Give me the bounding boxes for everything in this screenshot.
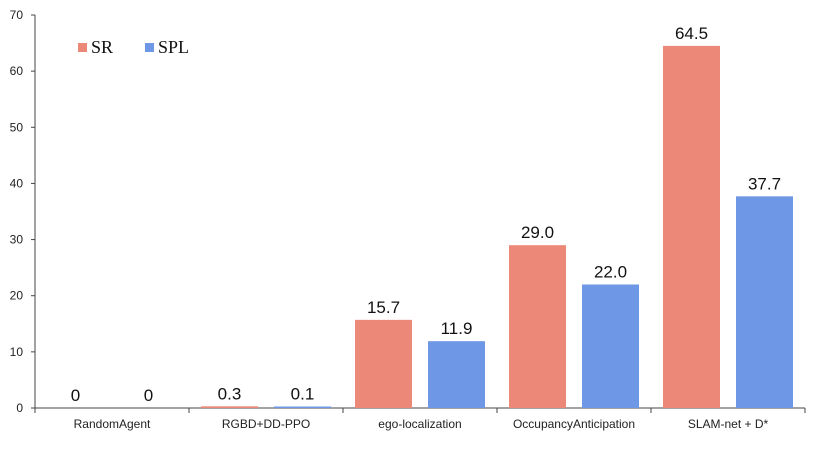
y-tick-label: 30 (10, 233, 24, 247)
bar-sr (201, 406, 258, 408)
y-tick-label: 20 (10, 289, 24, 303)
data-label: 64.5 (675, 24, 708, 43)
x-category-label: RandomAgent (74, 417, 151, 431)
bar-sr (663, 45, 720, 408)
data-label: 0 (144, 386, 153, 405)
y-tick-label: 0 (16, 401, 23, 415)
bar-sr (509, 245, 566, 408)
x-category-label: SLAM-net + D* (688, 417, 769, 431)
data-label: 15.7 (367, 298, 400, 317)
data-label: 11.9 (441, 319, 473, 338)
x-axis: RandomAgent RGBD+DD-PPO ego-localization Oc… (34, 407, 806, 431)
bar-spl (428, 341, 485, 408)
y-tick-label: 40 (10, 176, 24, 190)
legend-label-sr: SR (91, 37, 113, 57)
data-label: 37.7 (748, 174, 781, 193)
legend: SR SPL (78, 37, 189, 57)
y-tick-label: 60 (10, 64, 24, 78)
x-category-label: RGBD+DD-PPO (222, 417, 310, 431)
data-label: 0.3 (218, 384, 242, 403)
data-label: 29.0 (521, 223, 554, 242)
y-tick-label: 70 (10, 8, 24, 22)
bar-spl (274, 406, 331, 408)
legend-swatch-spl (145, 43, 154, 52)
data-label: 22.0 (594, 262, 627, 281)
data-label: 0 (71, 386, 80, 405)
bar-spl (736, 196, 793, 408)
y-tick-label: 10 (10, 345, 24, 359)
x-category-label: OccupancyAnticipation (513, 417, 635, 431)
data-label: 0.1 (291, 385, 315, 404)
y-axis: 0 10 20 30 40 50 60 70 (10, 8, 36, 415)
bar-spl (582, 284, 639, 408)
y-tick-label: 50 (10, 120, 24, 134)
legend-label-spl: SPL (158, 37, 189, 57)
bars (201, 45, 793, 408)
data-labels: 0 0 0.3 0.1 15.7 11.9 29.0 22.0 64.5 37.7 (71, 24, 781, 405)
legend-swatch-sr (78, 43, 87, 52)
bar-sr (355, 319, 412, 408)
x-category-label: ego-localization (378, 417, 461, 431)
